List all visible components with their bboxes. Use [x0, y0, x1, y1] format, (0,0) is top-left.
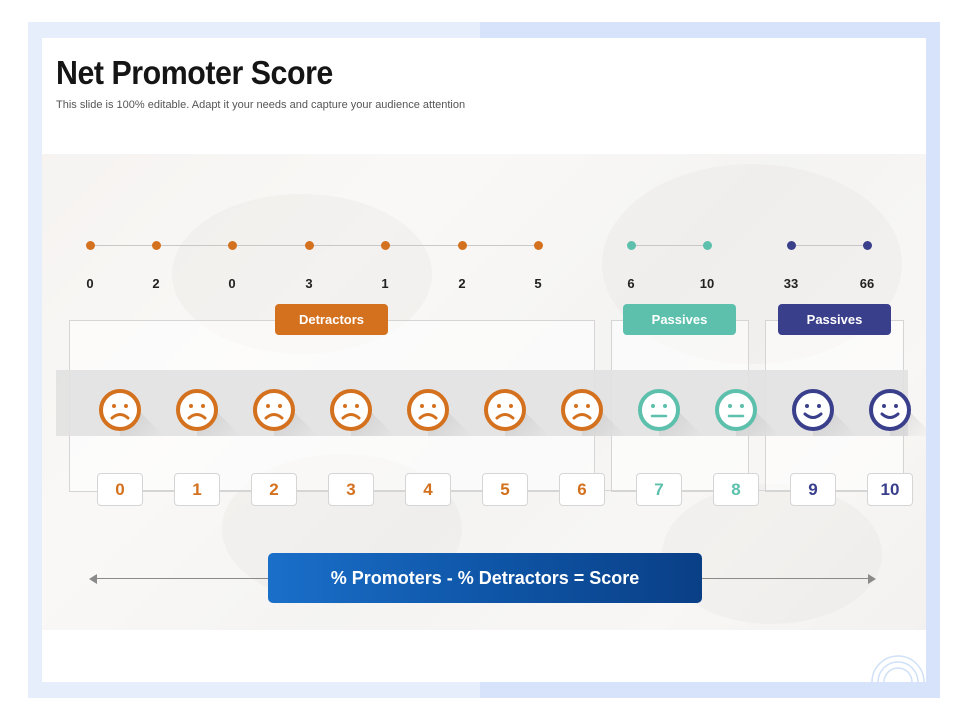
timeline-value: 5 [534, 276, 542, 291]
sad-face-icon [99, 389, 141, 431]
score-connector [297, 490, 328, 491]
right-arrow [702, 578, 868, 579]
timeline-dot [786, 241, 796, 250]
timeline-value: 0 [86, 276, 94, 291]
sad-face-icon [407, 389, 449, 431]
score-box: 6 [559, 473, 605, 506]
score-box: 2 [251, 473, 297, 506]
formula-banner: % Promoters - % Detractors = Score [268, 553, 702, 603]
score-connector [451, 490, 482, 491]
slide: Net Promoter Score This slide is 100% ed… [42, 38, 926, 682]
neutral-face-icon [638, 389, 680, 431]
timeline-value: 1 [381, 276, 389, 291]
score-connector [143, 490, 174, 491]
left-arrow [92, 578, 268, 579]
timeline-value: 10 [699, 276, 715, 291]
timeline-dot [85, 241, 95, 250]
score-box: 5 [482, 473, 528, 506]
sad-face-icon [176, 389, 218, 431]
score-connector [682, 490, 713, 491]
timeline-line-promoters [791, 245, 867, 246]
timeline-dot [862, 241, 872, 250]
score-box: 8 [713, 473, 759, 506]
timeline-value: 3 [305, 276, 313, 291]
score-box: 4 [405, 473, 451, 506]
decorative-circles [871, 655, 925, 682]
sad-face-icon [484, 389, 526, 431]
timeline-value: 66 [859, 276, 875, 291]
timeline-dot [304, 241, 314, 250]
sad-face-icon [253, 389, 295, 431]
timeline-value: 33 [783, 276, 799, 291]
score-box: 1 [174, 473, 220, 506]
neutral-face-icon [715, 389, 757, 431]
score-connector [220, 490, 251, 491]
score-connector [759, 490, 790, 491]
timeline-dot [227, 241, 237, 250]
sad-face-icon [330, 389, 372, 431]
timeline-dot [457, 241, 467, 250]
score-connector [605, 490, 636, 491]
timeline-value: 0 [228, 276, 236, 291]
timeline-dot [626, 241, 636, 250]
timeline-line-passives [631, 245, 707, 246]
timeline-value: 2 [152, 276, 160, 291]
page-subtitle: This slide is 100% editable. Adapt it yo… [56, 99, 466, 111]
score-connector [374, 490, 405, 491]
score-box: 9 [790, 473, 836, 506]
promoters-tag: Passives [778, 304, 891, 335]
happy-face-icon [869, 389, 911, 431]
score-box: 7 [636, 473, 682, 506]
timeline-value: 2 [458, 276, 466, 291]
detractors-tag: Detractors [275, 304, 388, 335]
score-box: 3 [328, 473, 374, 506]
passives-tag: Passives [623, 304, 736, 335]
happy-face-icon [792, 389, 834, 431]
timeline-dot [702, 241, 712, 250]
timeline-value: 6 [627, 276, 635, 291]
sad-face-icon [561, 389, 603, 431]
timeline-dot [151, 241, 161, 250]
timeline-dot [380, 241, 390, 250]
timeline-line-detractors [90, 245, 538, 246]
score-box: 0 [97, 473, 143, 506]
score-box: 10 [867, 473, 913, 506]
score-connector [836, 490, 867, 491]
right-arrow-head [868, 574, 876, 584]
timeline-dot [533, 241, 543, 250]
score-connector [528, 490, 559, 491]
left-arrow-head [89, 574, 97, 584]
page-title: Net Promoter Score [56, 54, 333, 91]
